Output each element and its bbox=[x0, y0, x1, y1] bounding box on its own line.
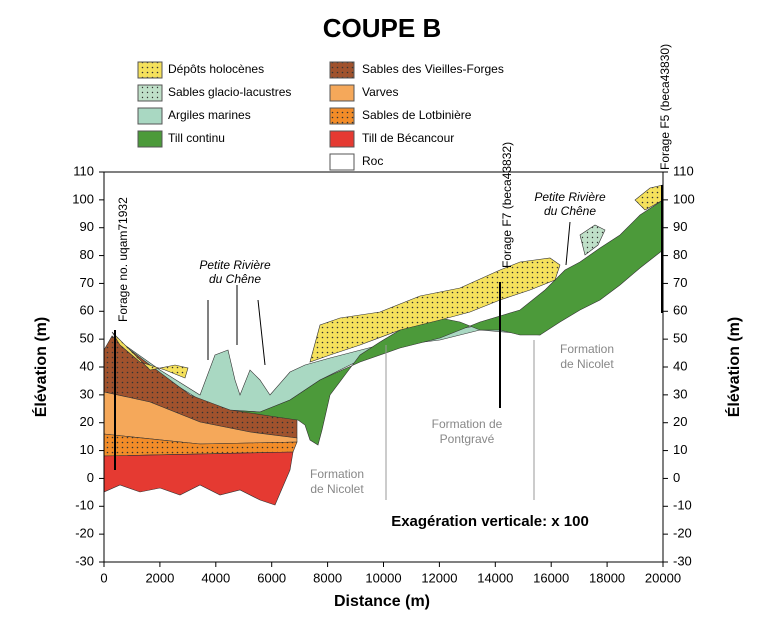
legend-label: Argiles marines bbox=[168, 108, 251, 122]
y-tick-label: 40 bbox=[80, 358, 94, 373]
formation-label: de Nicolet bbox=[310, 482, 364, 496]
formation-label: Formation bbox=[560, 342, 614, 356]
x-tick-label: 4000 bbox=[201, 570, 230, 585]
y-tick-label: 40 bbox=[673, 358, 687, 373]
y-tick-label: 60 bbox=[80, 303, 94, 318]
y-tick-label: 30 bbox=[80, 386, 94, 401]
legend-swatch bbox=[138, 131, 162, 147]
borehole-label: Forage no. uqam71932 bbox=[116, 197, 130, 322]
y-tick-label: 50 bbox=[673, 331, 687, 346]
y-tick-label: 0 bbox=[87, 470, 94, 485]
x-tick-label: 16000 bbox=[533, 570, 569, 585]
legend: Dépôts holocènes Sables glacio-lacustres A… bbox=[138, 62, 504, 170]
x-tick-label: 18000 bbox=[589, 570, 625, 585]
x-tick-label: 6000 bbox=[257, 570, 286, 585]
y-tick-label: 80 bbox=[80, 247, 94, 262]
river-label: Petite Rivière bbox=[534, 190, 606, 204]
y-tick-label: -10 bbox=[673, 498, 692, 513]
x-label: Distance (m) bbox=[334, 593, 430, 610]
river-label: Petite Rivière bbox=[199, 258, 271, 272]
y-label-right: Élévation (m) bbox=[724, 317, 743, 417]
pointer bbox=[566, 222, 570, 265]
y-tick-label: 100 bbox=[673, 191, 695, 206]
x-tick-label: 20000 bbox=[645, 570, 681, 585]
legend-swatch bbox=[330, 154, 354, 170]
formation-label: Pontgravé bbox=[440, 432, 495, 446]
legend-swatch bbox=[330, 108, 354, 124]
y-tick-label: 10 bbox=[80, 442, 94, 457]
y-tick-label: 80 bbox=[673, 247, 687, 262]
legend-label: Roc bbox=[362, 154, 383, 168]
till-becancour bbox=[104, 452, 293, 505]
x-tick-label: 0 bbox=[100, 570, 107, 585]
y-tick-label: 90 bbox=[80, 219, 94, 234]
legend-swatch bbox=[330, 62, 354, 78]
legend-swatch bbox=[138, 62, 162, 78]
y-tick-label: 10 bbox=[673, 442, 687, 457]
x-tick-label: 8000 bbox=[313, 570, 342, 585]
y-tick-label: -20 bbox=[75, 526, 94, 541]
y-tick-label: 70 bbox=[673, 275, 687, 290]
note: Exagération verticale: x 100 bbox=[391, 513, 589, 530]
legend-label: Dépôts holocènes bbox=[168, 62, 264, 76]
y-tick-label: 90 bbox=[673, 219, 687, 234]
legend-label: Sables des Vieilles-Forges bbox=[362, 62, 504, 76]
y-tick-label: 100 bbox=[72, 191, 94, 206]
title: COUPE B bbox=[323, 13, 441, 43]
y-tick-label: 110 bbox=[673, 163, 694, 178]
river-label: du Chêne bbox=[544, 204, 596, 218]
y-tick-label: 20 bbox=[80, 414, 94, 429]
legend-swatch bbox=[330, 85, 354, 101]
x-tick-label: 14000 bbox=[477, 570, 513, 585]
borehole-label: Forage F5 (beca43830) bbox=[658, 44, 672, 170]
x-tick-label: 2000 bbox=[145, 570, 174, 585]
x-tick-label: 12000 bbox=[421, 570, 457, 585]
legend-label: Till continu bbox=[168, 131, 225, 145]
x-tick-label: 10000 bbox=[365, 570, 401, 585]
legend-label: Varves bbox=[362, 85, 398, 99]
y-tick-label: 70 bbox=[80, 275, 94, 290]
y-tick-label: -10 bbox=[75, 498, 94, 513]
y-tick-label: -30 bbox=[75, 553, 94, 568]
formation-label: Formation de bbox=[432, 417, 503, 431]
y-tick-label: -20 bbox=[673, 526, 692, 541]
legend-swatch bbox=[138, 85, 162, 101]
legend-swatch bbox=[138, 108, 162, 124]
y-tick-label: 30 bbox=[673, 386, 687, 401]
legend-label: Sables glacio-lacustres bbox=[168, 85, 291, 99]
y-tick-label: 60 bbox=[673, 303, 687, 318]
legend-swatch bbox=[330, 131, 354, 147]
river-label: du Chêne bbox=[209, 272, 261, 286]
borehole-label: Forage F7 (beca43832) bbox=[500, 142, 514, 268]
formation-label: de Nicolet bbox=[560, 357, 614, 371]
pointer bbox=[258, 300, 265, 365]
y-tick-label: 110 bbox=[73, 163, 94, 178]
y-tick-label: 20 bbox=[673, 414, 687, 429]
y-tick-label: 50 bbox=[80, 331, 94, 346]
y-label: Élévation (m) bbox=[31, 317, 50, 417]
legend-label: Till de Bécancour bbox=[362, 131, 454, 145]
y-tick-label: 0 bbox=[673, 470, 680, 485]
legend-label: Sables de Lotbinière bbox=[362, 108, 472, 122]
y-tick-label: -30 bbox=[673, 553, 692, 568]
cross-section: COUPE B Dépôts holocènes Sables glacio-la… bbox=[0, 0, 764, 619]
formation-label: Formation bbox=[310, 467, 364, 481]
